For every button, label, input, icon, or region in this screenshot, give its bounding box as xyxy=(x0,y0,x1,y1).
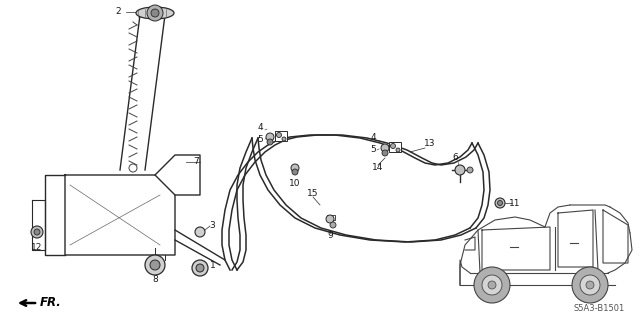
Text: 12: 12 xyxy=(31,242,43,251)
Circle shape xyxy=(291,164,299,172)
Circle shape xyxy=(330,222,336,228)
Text: 15: 15 xyxy=(307,189,319,197)
Text: 9: 9 xyxy=(327,232,333,241)
Circle shape xyxy=(34,229,40,235)
Text: 5: 5 xyxy=(257,135,263,144)
Text: 4: 4 xyxy=(257,122,263,131)
Circle shape xyxy=(192,260,208,276)
Circle shape xyxy=(474,267,510,303)
Text: S5A3-B1501: S5A3-B1501 xyxy=(573,304,625,313)
Ellipse shape xyxy=(136,7,174,19)
Circle shape xyxy=(31,226,43,238)
Text: 5: 5 xyxy=(370,145,376,154)
Circle shape xyxy=(495,198,505,208)
Circle shape xyxy=(195,227,205,237)
Circle shape xyxy=(292,169,298,175)
Circle shape xyxy=(150,260,160,270)
Circle shape xyxy=(497,201,502,205)
Circle shape xyxy=(382,150,388,156)
Text: 4: 4 xyxy=(370,133,376,143)
Circle shape xyxy=(267,139,273,145)
Text: 7: 7 xyxy=(193,158,199,167)
Bar xyxy=(389,142,401,152)
Circle shape xyxy=(482,275,502,295)
Text: 6: 6 xyxy=(452,153,458,162)
Text: 2: 2 xyxy=(115,8,121,17)
Text: 3: 3 xyxy=(209,220,215,229)
Text: 10: 10 xyxy=(289,179,301,188)
Text: 11: 11 xyxy=(509,198,521,207)
Circle shape xyxy=(151,9,159,17)
Bar xyxy=(327,215,335,220)
Circle shape xyxy=(381,144,389,152)
Circle shape xyxy=(282,137,286,141)
Circle shape xyxy=(145,255,165,275)
Text: 8: 8 xyxy=(152,275,158,284)
Circle shape xyxy=(196,264,204,272)
Circle shape xyxy=(147,5,163,21)
Circle shape xyxy=(467,167,473,173)
Text: 13: 13 xyxy=(424,138,436,147)
Text: 1: 1 xyxy=(210,261,216,270)
Bar xyxy=(275,131,287,141)
Text: FR.: FR. xyxy=(40,296,61,309)
Circle shape xyxy=(455,165,465,175)
Circle shape xyxy=(326,215,334,223)
Circle shape xyxy=(580,275,600,295)
Circle shape xyxy=(266,133,274,141)
Circle shape xyxy=(488,281,496,289)
Circle shape xyxy=(572,267,608,303)
Circle shape xyxy=(390,144,396,149)
Circle shape xyxy=(276,132,282,137)
Circle shape xyxy=(129,164,137,172)
Circle shape xyxy=(396,148,400,152)
Text: 14: 14 xyxy=(372,164,384,173)
Circle shape xyxy=(586,281,594,289)
